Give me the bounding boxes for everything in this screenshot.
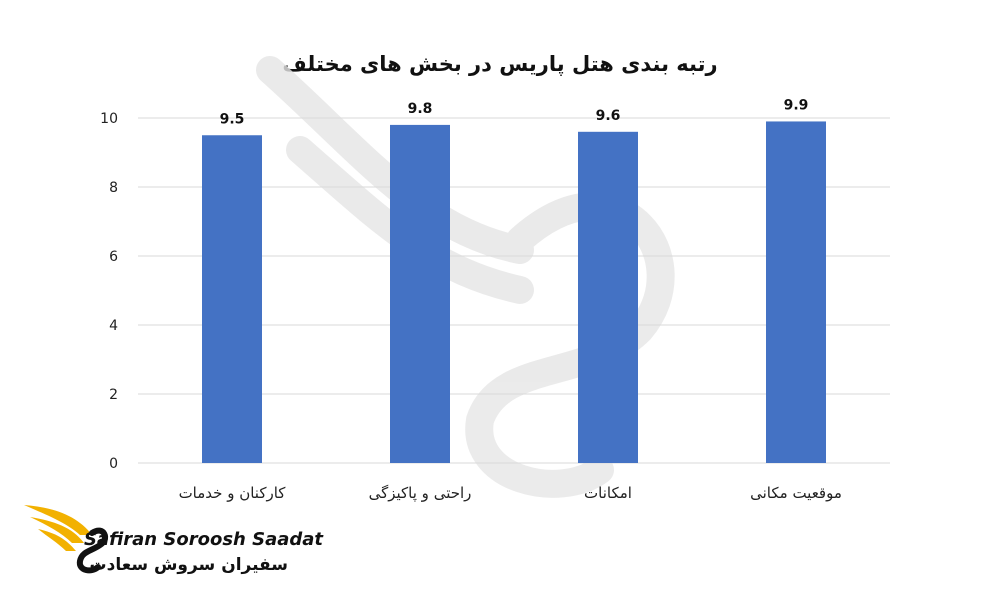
data-label: 9.6 — [596, 108, 621, 124]
x-tick-label: راحتی و پاکیزگی — [369, 484, 472, 503]
data-label: 9.8 — [408, 101, 433, 117]
data-label: 9.5 — [220, 111, 245, 127]
bird-logo-icon — [24, 505, 109, 574]
bar — [766, 121, 826, 463]
data-label: 9.9 — [784, 97, 809, 113]
x-tick-label: موقعیت مکانی — [750, 484, 842, 502]
x-tick-label: امکانات — [584, 484, 632, 502]
x-tick-label: کارکنان و خدمات — [179, 484, 287, 502]
y-tick-label: 8 — [109, 180, 118, 196]
brand-name-persian: سفیران سروش سعادت — [89, 555, 288, 575]
brand-logo: Safiran Soroosh Saadat سفیران سروش سعادت — [22, 495, 323, 585]
y-tick-label: 6 — [109, 249, 118, 265]
bar — [202, 135, 262, 463]
y-tick-label: 2 — [109, 387, 118, 403]
y-tick-label: 4 — [109, 318, 118, 334]
brand-name-latin: Safiran Soroosh Saadat — [84, 529, 324, 550]
bar — [578, 131, 638, 464]
bar — [390, 124, 450, 464]
y-tick-label: 0 — [109, 456, 118, 472]
y-tick-label: 10 — [100, 111, 118, 127]
